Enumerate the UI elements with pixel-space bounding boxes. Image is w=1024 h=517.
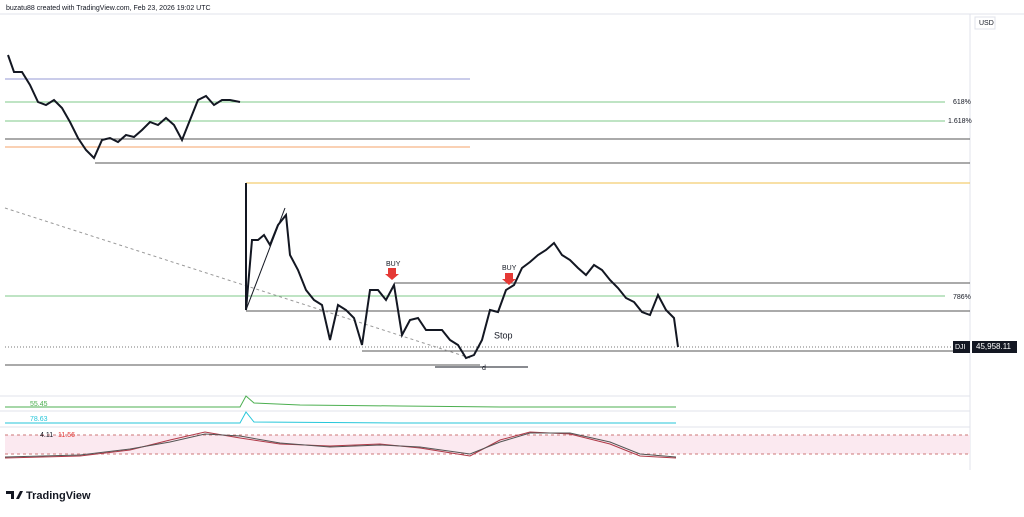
fib-label: 618% xyxy=(953,99,971,106)
credit: buzatu88 created with TradingView.com, F… xyxy=(6,5,211,12)
brand: TradingView xyxy=(26,490,91,502)
currency-box xyxy=(974,16,996,30)
d-label: d xyxy=(482,365,486,372)
buy-label: BUY xyxy=(386,261,401,268)
buy-arrow xyxy=(385,268,399,280)
indicator-value: 55.45 xyxy=(30,401,48,408)
price: 45,958.11 xyxy=(976,342,1012,351)
band xyxy=(5,435,970,454)
symbol: DJI xyxy=(955,344,966,351)
buy-label: BUY xyxy=(502,265,517,272)
stop-label: Stop xyxy=(494,330,513,340)
fib-label: 1.618% xyxy=(948,118,972,125)
price-tag xyxy=(972,341,1017,353)
price-path xyxy=(7,54,241,160)
price-path xyxy=(245,183,679,360)
fib-label: 786% xyxy=(953,294,971,301)
indicator-line xyxy=(5,395,676,408)
oscillator-line xyxy=(4,432,677,458)
indicator-value: 78.63 xyxy=(30,416,48,423)
buy-arrow xyxy=(502,273,516,285)
currency: USD xyxy=(979,20,994,27)
oscillator-value: 4.11 xyxy=(40,432,53,439)
oscillator-line xyxy=(4,431,677,459)
indicator-line xyxy=(5,411,676,424)
symbol-tag xyxy=(953,341,970,353)
oscillator-value: 11.56 xyxy=(58,432,75,439)
logo xyxy=(6,491,23,499)
